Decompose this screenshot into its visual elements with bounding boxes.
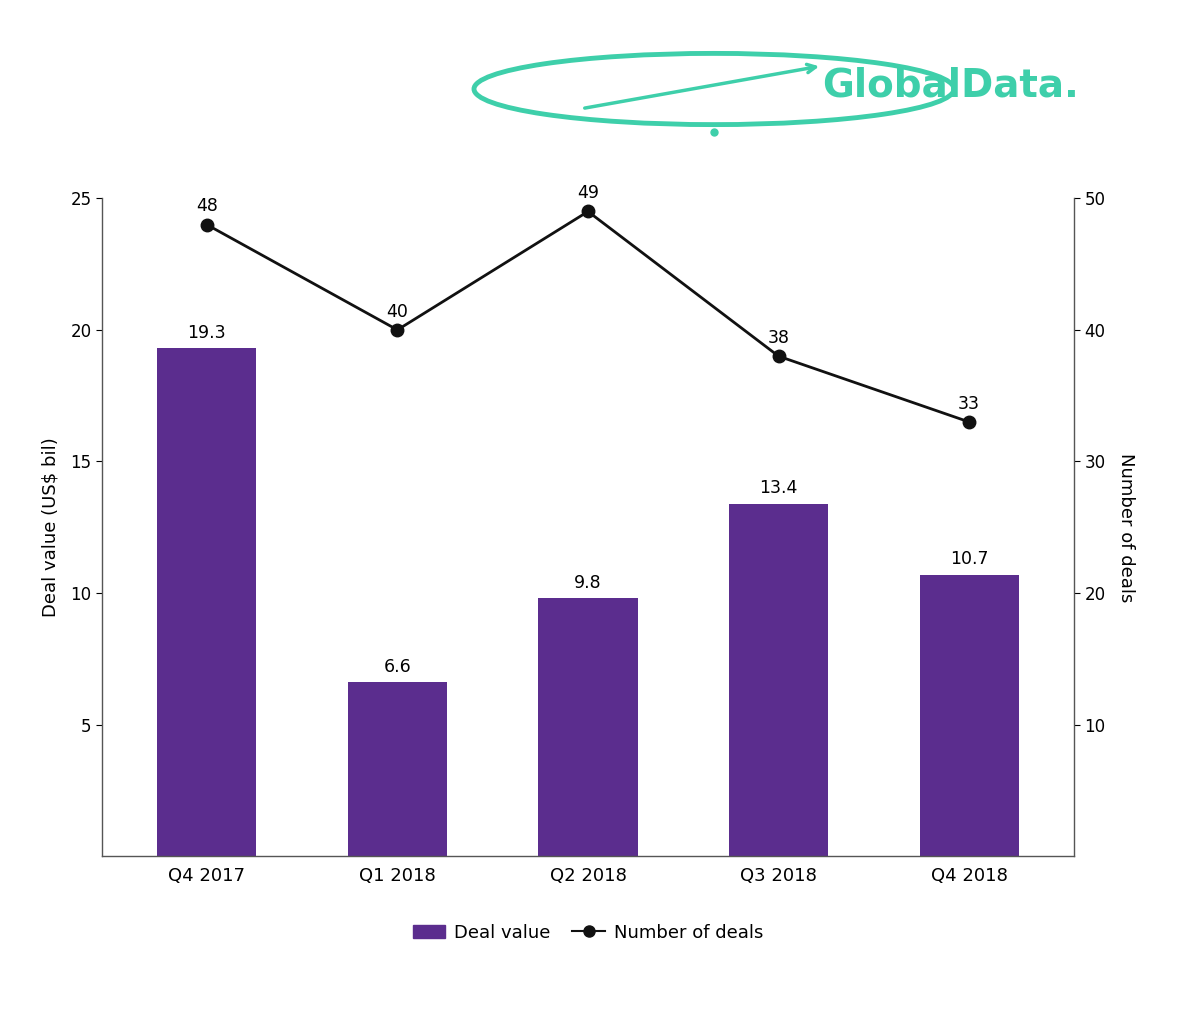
Text: 49: 49 bbox=[577, 184, 599, 202]
Text: Q4 2017–Q4 2018: Q4 2017–Q4 2018 bbox=[36, 135, 310, 164]
Text: 48: 48 bbox=[196, 197, 217, 216]
Bar bbox=[348, 682, 446, 856]
Bar bbox=[157, 348, 257, 856]
Text: GlobalData.: GlobalData. bbox=[822, 66, 1079, 105]
Text: 38: 38 bbox=[768, 328, 790, 347]
Legend: Deal value, Number of deals: Deal value, Number of deals bbox=[406, 916, 770, 949]
Y-axis label: Number of deals: Number of deals bbox=[1117, 453, 1135, 602]
Text: 9.8: 9.8 bbox=[574, 574, 602, 592]
Text: 19.3: 19.3 bbox=[187, 323, 226, 342]
Text: 33: 33 bbox=[958, 395, 980, 413]
Text: Deal Value and Count,: Deal Value and Count, bbox=[36, 85, 383, 114]
Y-axis label: Deal value (US$ bil): Deal value (US$ bil) bbox=[41, 437, 59, 617]
Bar bbox=[919, 575, 1019, 856]
Bar bbox=[539, 598, 637, 856]
Text: Source:  GlobalData, Oil and Gas Intelligence Center: Source: GlobalData, Oil and Gas Intellig… bbox=[170, 951, 1030, 978]
Text: Upstream Global Capital Raising: Upstream Global Capital Raising bbox=[36, 36, 542, 64]
Text: 13.4: 13.4 bbox=[760, 479, 798, 497]
Text: 6.6: 6.6 bbox=[384, 658, 412, 676]
Text: 40: 40 bbox=[386, 303, 408, 320]
Text: 10.7: 10.7 bbox=[950, 550, 989, 567]
Bar bbox=[730, 503, 828, 856]
